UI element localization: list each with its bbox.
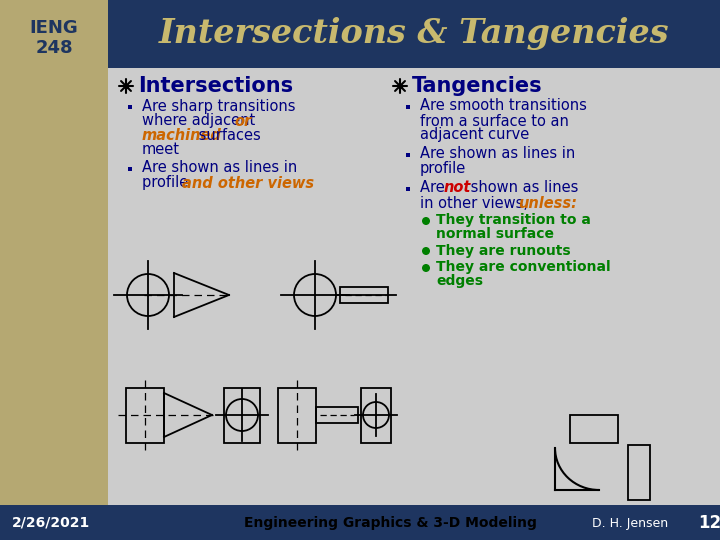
Text: IENG: IENG <box>30 19 78 37</box>
Text: adjacent curve: adjacent curve <box>420 127 529 143</box>
Bar <box>406 187 410 191</box>
Circle shape <box>422 247 430 255</box>
Bar <box>628 445 650 500</box>
Text: Are shown as lines in: Are shown as lines in <box>142 160 297 176</box>
Text: in other views,: in other views, <box>420 195 533 211</box>
Text: edges: edges <box>436 274 483 288</box>
Bar <box>126 388 164 442</box>
Text: Intersections & Tangencies: Intersections & Tangencies <box>158 17 670 51</box>
Text: profile: profile <box>420 161 467 177</box>
Bar <box>0 0 108 540</box>
Text: or: or <box>234 113 251 129</box>
Circle shape <box>422 264 430 272</box>
Text: Are: Are <box>420 180 449 195</box>
Bar <box>316 407 358 423</box>
Bar <box>108 0 720 68</box>
Text: They are conventional: They are conventional <box>436 260 611 274</box>
Text: 2/26/2021: 2/26/2021 <box>12 516 90 530</box>
Text: where adjacent: where adjacent <box>142 113 260 129</box>
Bar <box>406 105 410 109</box>
Text: Tangencies: Tangencies <box>412 76 543 96</box>
Text: surfaces: surfaces <box>194 127 261 143</box>
Text: not: not <box>444 180 472 195</box>
Text: profile: profile <box>142 176 193 191</box>
Text: Are smooth transitions: Are smooth transitions <box>420 98 587 113</box>
Bar <box>127 105 132 109</box>
Text: unless:: unless: <box>518 195 577 211</box>
Bar <box>565 505 720 540</box>
Text: They transition to a: They transition to a <box>436 213 591 227</box>
Text: 12: 12 <box>698 514 720 532</box>
Text: Are sharp transitions: Are sharp transitions <box>142 98 295 113</box>
Bar <box>224 388 260 442</box>
Bar <box>127 167 132 171</box>
Bar <box>570 415 618 443</box>
Text: from a surface to an: from a surface to an <box>420 113 569 129</box>
Text: shown as lines: shown as lines <box>466 180 578 195</box>
Text: machined: machined <box>142 127 222 143</box>
Text: Engineering Graphics & 3-D Modeling: Engineering Graphics & 3-D Modeling <box>243 516 536 530</box>
Text: and other views: and other views <box>182 176 314 191</box>
Text: D. H. Jensen: D. H. Jensen <box>592 516 668 530</box>
Text: Intersections: Intersections <box>138 76 293 96</box>
Text: meet: meet <box>142 141 180 157</box>
Text: Are shown as lines in: Are shown as lines in <box>420 146 575 161</box>
Bar <box>406 153 410 157</box>
Circle shape <box>422 217 430 225</box>
Text: normal surface: normal surface <box>436 227 554 241</box>
Bar <box>0 505 720 540</box>
Bar <box>278 388 316 442</box>
Bar <box>340 287 388 303</box>
Text: They are runouts: They are runouts <box>436 244 571 258</box>
Text: 248: 248 <box>35 39 73 57</box>
Bar <box>361 388 391 442</box>
